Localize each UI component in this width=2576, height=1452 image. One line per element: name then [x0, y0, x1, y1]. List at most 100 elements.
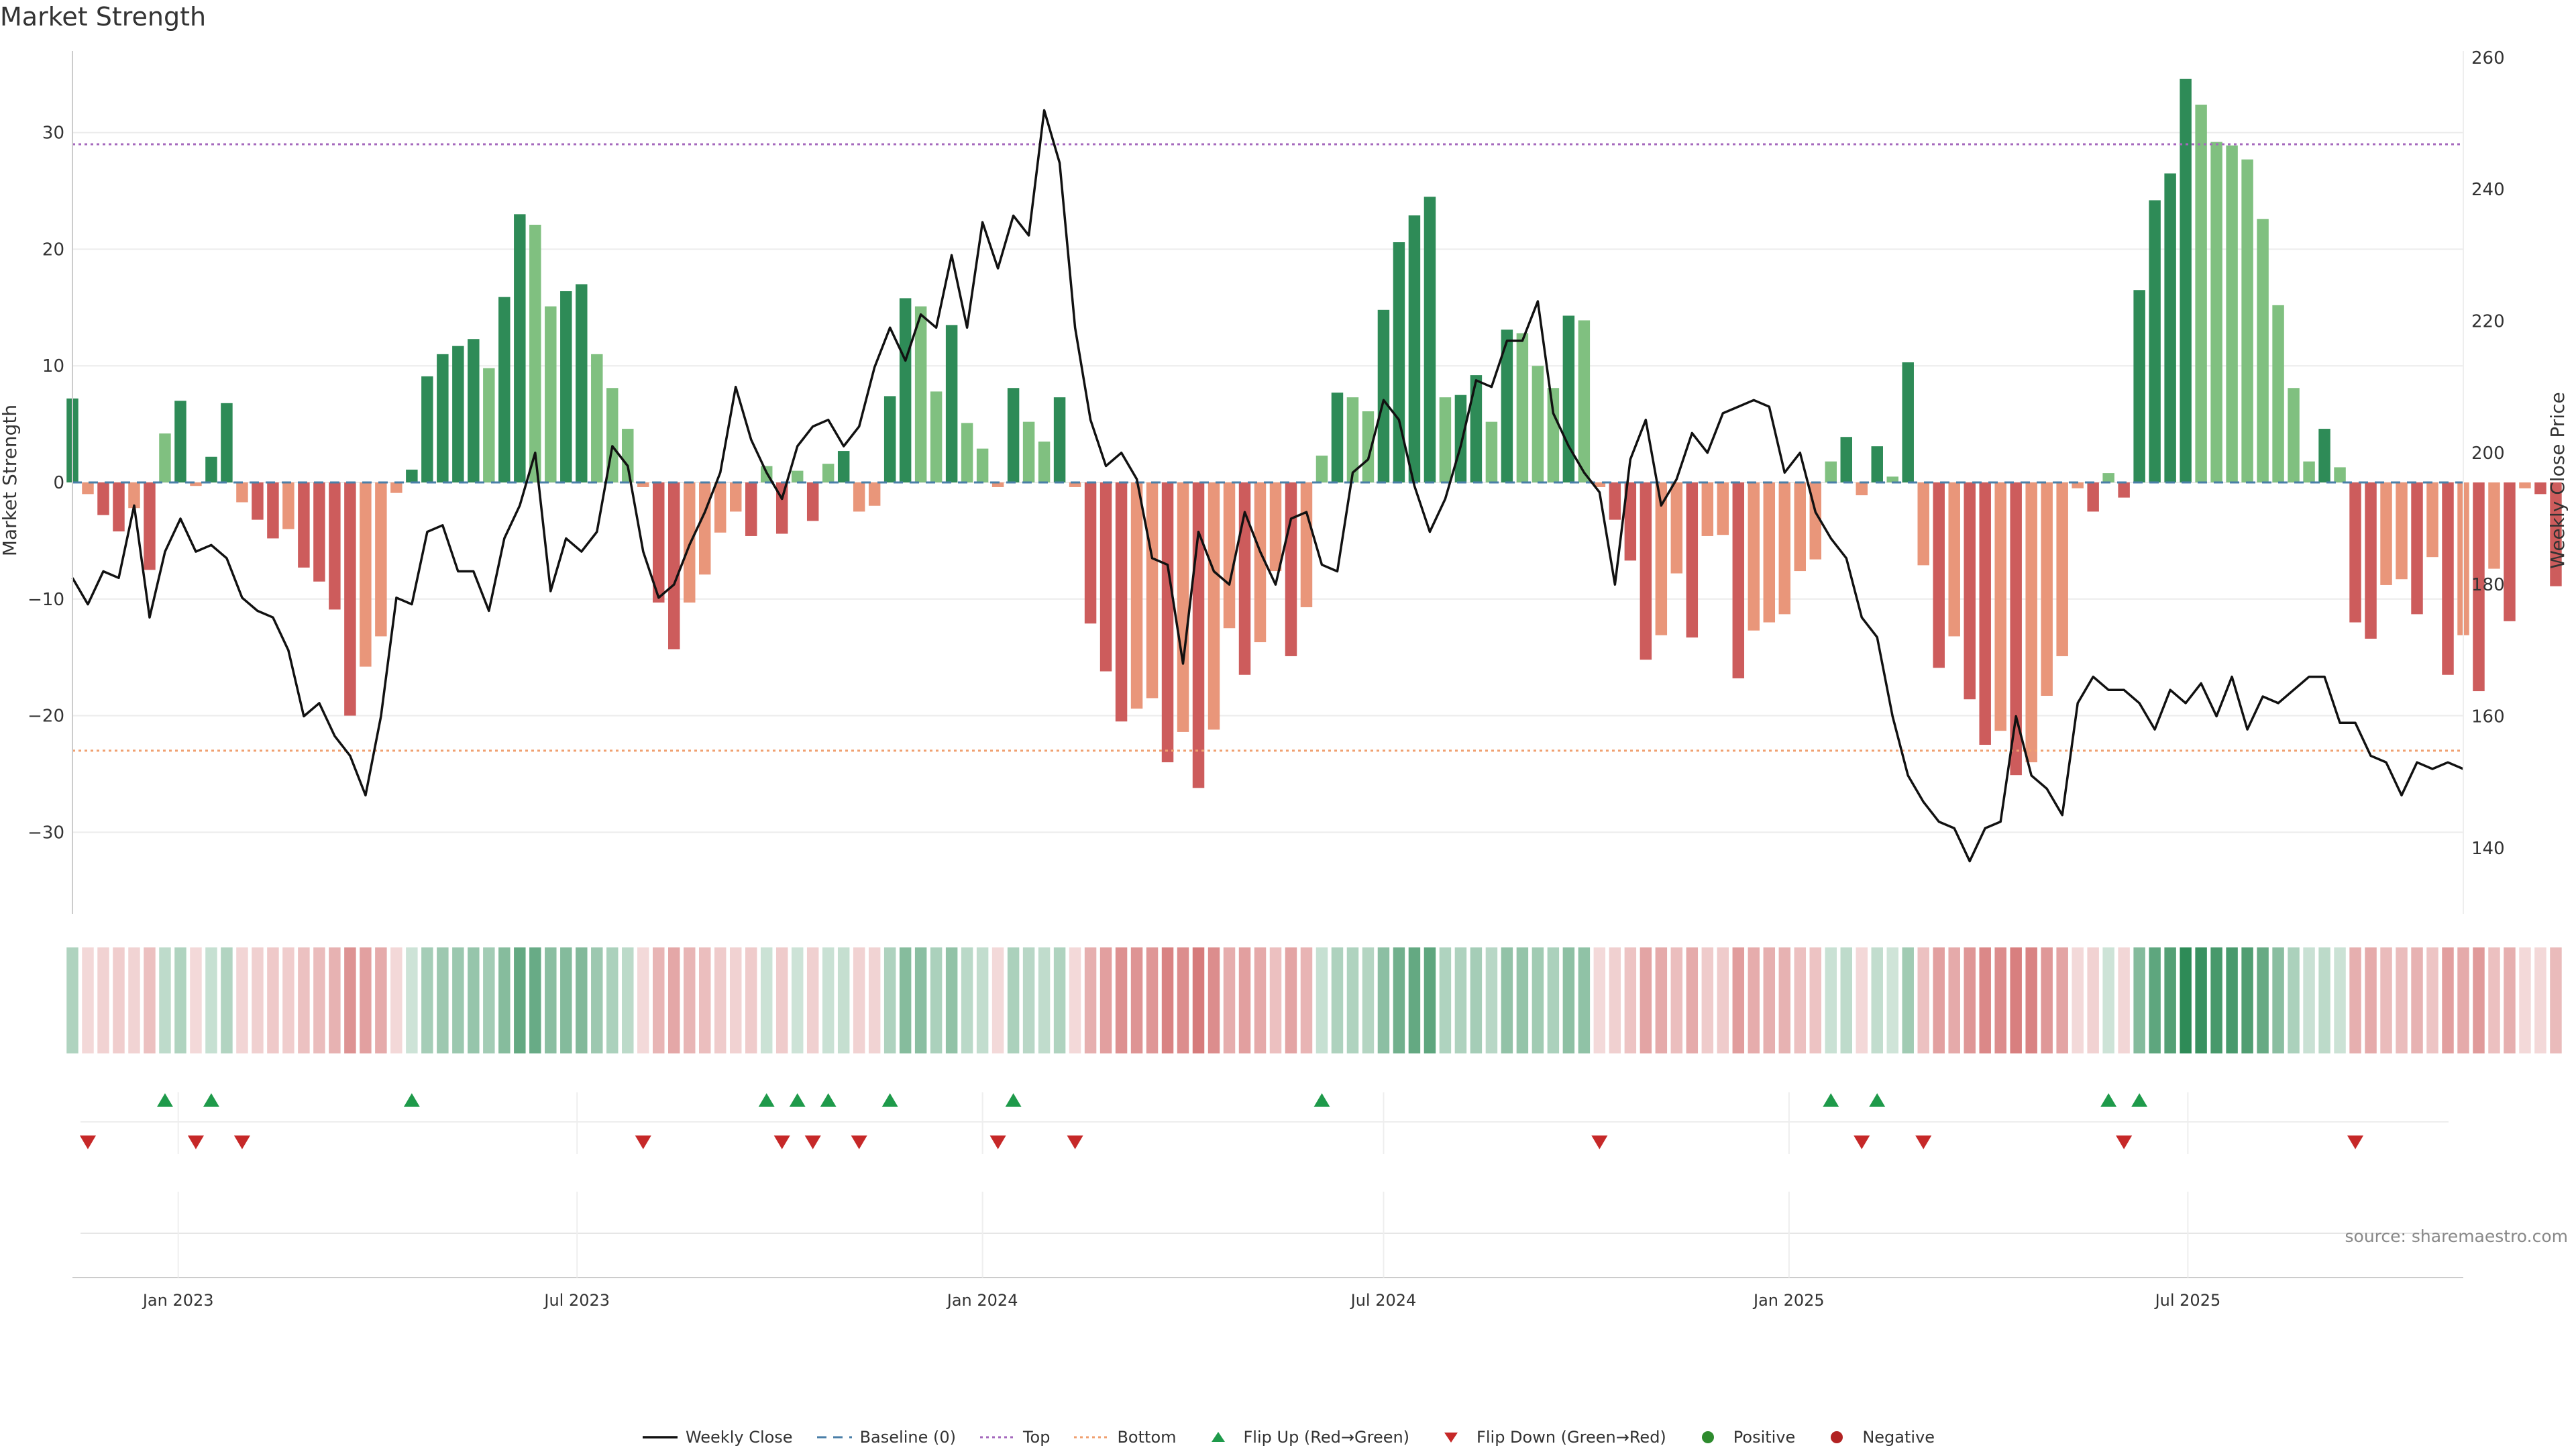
heat-cell [1516, 947, 1529, 1053]
legend-label: Negative [1862, 1428, 1935, 1447]
strength-bar [1146, 482, 1159, 698]
y2-tick-label: 180 [2471, 575, 2505, 595]
strength-bar [1254, 482, 1267, 643]
strength-bar [421, 376, 433, 482]
x-tick-label: Jul 2025 [2154, 1291, 2221, 1310]
strength-bar [2488, 482, 2500, 569]
flip-up-marker [403, 1093, 420, 1107]
strength-bar [375, 482, 387, 637]
heat-cell [1316, 947, 1328, 1053]
heat-cell [2102, 947, 2114, 1053]
strength-bar [529, 224, 541, 482]
heat-cell [1115, 947, 1128, 1053]
heat-cell [1331, 947, 1344, 1053]
source-note: source: sharemaestro.com [2345, 1227, 2569, 1246]
heat-cell [1624, 947, 1637, 1053]
strength-bar [1840, 437, 1852, 482]
heat-cell [2087, 947, 2099, 1053]
flip-up-marker [1005, 1093, 1022, 1107]
y-tick-label: −10 [28, 590, 64, 610]
strength-bar [976, 448, 989, 482]
strength-bar [2473, 482, 2485, 692]
strength-bar [1300, 482, 1313, 607]
heat-cell [1362, 947, 1375, 1053]
heat-cell [514, 947, 526, 1053]
flip-up-marker [1823, 1093, 1839, 1107]
strength-bar [1640, 482, 1652, 660]
heat-cell [298, 947, 310, 1053]
strength-bar [822, 464, 835, 482]
strength-bar [2241, 159, 2253, 483]
reference-lines [72, 143, 2463, 752]
heat-cell [1053, 947, 1066, 1053]
heat-cell [2118, 947, 2130, 1053]
heat-cell [868, 947, 881, 1053]
heat-cell [1948, 947, 1960, 1053]
legend-swatch [1199, 1431, 1237, 1444]
heat-cell [144, 947, 156, 1053]
legend-label: Flip Down (Green→Red) [1477, 1428, 1666, 1447]
strength-bar [1285, 482, 1297, 656]
heat-cell [1069, 947, 1081, 1053]
strength-bar [174, 401, 186, 482]
flip-down-marker [1854, 1135, 1870, 1149]
strength-bar [1424, 197, 1436, 482]
strength-bar [1130, 482, 1143, 709]
flip-up-marker [758, 1093, 775, 1107]
strength-bar [1038, 442, 1051, 482]
heat-cell [1871, 947, 1883, 1053]
strength-bar [2072, 482, 2084, 488]
legend-item: Flip Down (Green→Red) [1432, 1428, 1666, 1447]
heat-cell [1038, 947, 1051, 1053]
strength-bar [791, 470, 804, 482]
strength-bar [1516, 333, 1529, 482]
heat-cell [1424, 947, 1436, 1053]
x-tick-label: Jan 2025 [1752, 1291, 1825, 1310]
strength-bar [498, 297, 511, 482]
flip-up-marker [2131, 1093, 2148, 1107]
strength-bar [2519, 482, 2531, 488]
heat-cell [1902, 947, 1914, 1053]
strength-bar [2288, 388, 2300, 482]
heat-cell [1917, 947, 1929, 1053]
x-axis: Jan 2023 Jul 2023 Jan 2024 Jul 2024 Jan 2025… [72, 1092, 2463, 1310]
flip-down-marker [851, 1135, 867, 1149]
strength-bar [1084, 482, 1097, 624]
heat-cell [2288, 947, 2300, 1053]
legend-label: Top [1022, 1428, 1051, 1447]
heat-cell [205, 947, 217, 1053]
heat-cell [390, 947, 402, 1053]
heat-cell [1578, 947, 1591, 1053]
heat-cell [2488, 947, 2500, 1053]
legend-item: Positive [1689, 1428, 1795, 1447]
strength-bar [714, 482, 727, 533]
heat-cell [468, 947, 480, 1053]
x-tick-label: Jan 2023 [142, 1291, 214, 1310]
heat-cell [174, 947, 186, 1053]
strength-bar [2365, 482, 2377, 639]
strength-bar [1717, 482, 1729, 535]
strength-bar [1331, 393, 1344, 482]
strength-bar [2534, 482, 2546, 495]
heat-cell [2133, 947, 2145, 1053]
heat-cell [1856, 947, 1868, 1053]
legend-label: Weekly Close [685, 1428, 793, 1447]
heat-cell [113, 947, 125, 1053]
strength-bar [2010, 482, 2022, 776]
strength-bar [452, 346, 464, 482]
strength-bar [698, 482, 711, 575]
flip-up-marker [789, 1093, 806, 1107]
strength-bar [622, 429, 634, 482]
heat-cell [837, 947, 850, 1053]
heat-cell [1161, 947, 1174, 1053]
strength-bar [97, 482, 109, 515]
heat-cell [622, 947, 634, 1053]
heat-cell [668, 947, 680, 1053]
heat-cell [221, 947, 233, 1053]
heat-cell [698, 947, 711, 1053]
heat-cell [2534, 947, 2546, 1053]
strength-bar [1547, 388, 1560, 482]
heat-cell [606, 947, 619, 1053]
flip-markers [79, 1093, 2449, 1149]
